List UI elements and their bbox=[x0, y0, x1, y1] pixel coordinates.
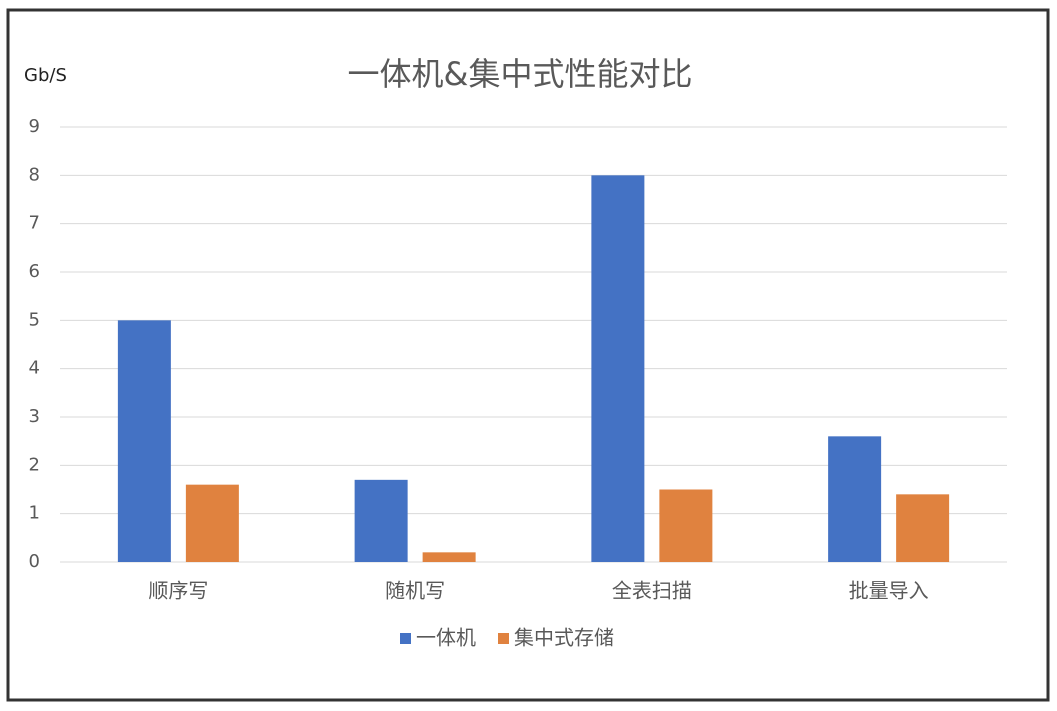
x-tick-label: 全表扫描 bbox=[612, 579, 692, 603]
bar bbox=[185, 484, 239, 562]
y-tick-label: 6 bbox=[29, 261, 40, 282]
legend-swatch bbox=[498, 633, 509, 644]
y-tick-label: 2 bbox=[29, 454, 40, 475]
frame bbox=[6, 8, 1050, 702]
bar bbox=[591, 175, 645, 563]
bar bbox=[117, 320, 171, 562]
y-tick-label: 7 bbox=[29, 213, 40, 234]
bar bbox=[354, 479, 408, 562]
bar bbox=[422, 552, 476, 562]
y-tick-label: 0 bbox=[29, 551, 40, 572]
y-tick-label: 9 bbox=[29, 116, 40, 137]
y-tick-label: 1 bbox=[29, 503, 40, 524]
x-tick-label: 顺序写 bbox=[148, 579, 208, 603]
bar bbox=[659, 489, 713, 562]
legend-label: 一体机 bbox=[416, 626, 476, 650]
y-tick-label: 8 bbox=[29, 164, 40, 185]
y-tick-label: 5 bbox=[29, 309, 40, 330]
y-axis-label: Gb/S bbox=[24, 65, 67, 86]
chart-title: 一体机&集中式性能对比 bbox=[348, 55, 693, 93]
bar bbox=[828, 436, 882, 562]
x-tick-label: 批量导入 bbox=[849, 579, 929, 603]
legend-label: 集中式存储 bbox=[514, 626, 614, 650]
x-tick-label: 随机写 bbox=[385, 579, 445, 603]
legend-swatch bbox=[400, 633, 411, 644]
bar bbox=[896, 494, 950, 562]
y-tick-label: 3 bbox=[29, 406, 40, 427]
y-tick-label: 4 bbox=[29, 358, 40, 379]
